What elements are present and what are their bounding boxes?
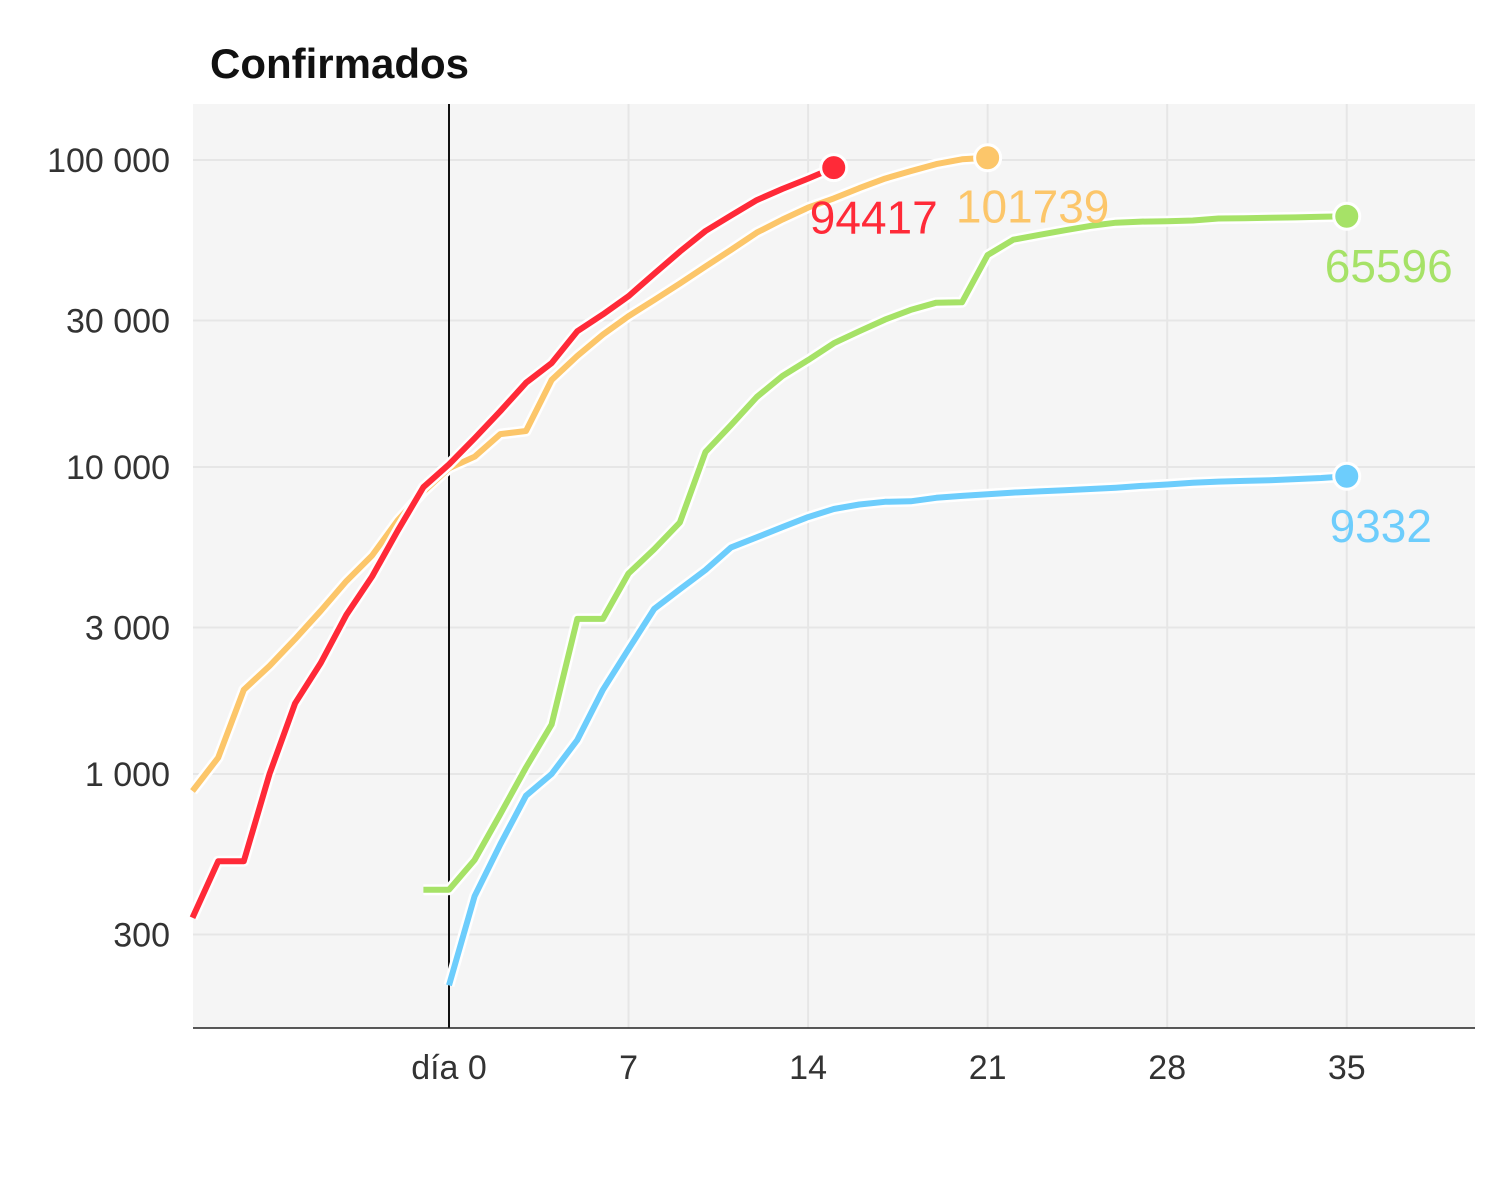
y-tick-label: 30 000 bbox=[66, 303, 170, 341]
series-line bbox=[423, 213, 1347, 893]
end-labels: 101739 94417 65596 9332 bbox=[810, 181, 1453, 553]
series-end-marker bbox=[1332, 461, 1362, 491]
series-line bbox=[190, 154, 988, 793]
x-tick-label: 14 bbox=[789, 1049, 827, 1087]
y-tick-label: 300 bbox=[113, 917, 170, 955]
series-end-label: 9332 bbox=[1330, 500, 1432, 552]
end-markers bbox=[819, 143, 1362, 491]
x-tick-label: día 0 bbox=[411, 1049, 487, 1087]
y-tick-label: 3 000 bbox=[85, 610, 170, 648]
x-tick-label: 7 bbox=[619, 1049, 638, 1087]
series-line bbox=[446, 473, 1348, 987]
axes: 300 1 000 3 000 10 000 30 000 100 000 día 0 7 14… bbox=[47, 104, 1475, 1087]
series-end-label: 101739 bbox=[956, 181, 1110, 233]
series-lines bbox=[187, 152, 1348, 987]
series-end-label: 94417 bbox=[810, 192, 938, 244]
x-tick-label: 21 bbox=[969, 1049, 1007, 1087]
series-end-marker bbox=[819, 153, 849, 183]
y-tick-label: 10 000 bbox=[66, 449, 170, 487]
series-end-marker bbox=[1332, 201, 1362, 231]
series-end-label: 65596 bbox=[1325, 240, 1453, 292]
x-tick-label: 28 bbox=[1148, 1049, 1186, 1087]
y-tick-label: 100 000 bbox=[47, 142, 170, 180]
series-end-marker bbox=[973, 143, 1003, 173]
series-line bbox=[189, 164, 835, 920]
chart-title: Confirmados bbox=[210, 40, 470, 87]
plot-area bbox=[193, 104, 1475, 1028]
x-tick-label: 35 bbox=[1328, 1049, 1366, 1087]
y-tick-label: 1 000 bbox=[85, 756, 170, 794]
